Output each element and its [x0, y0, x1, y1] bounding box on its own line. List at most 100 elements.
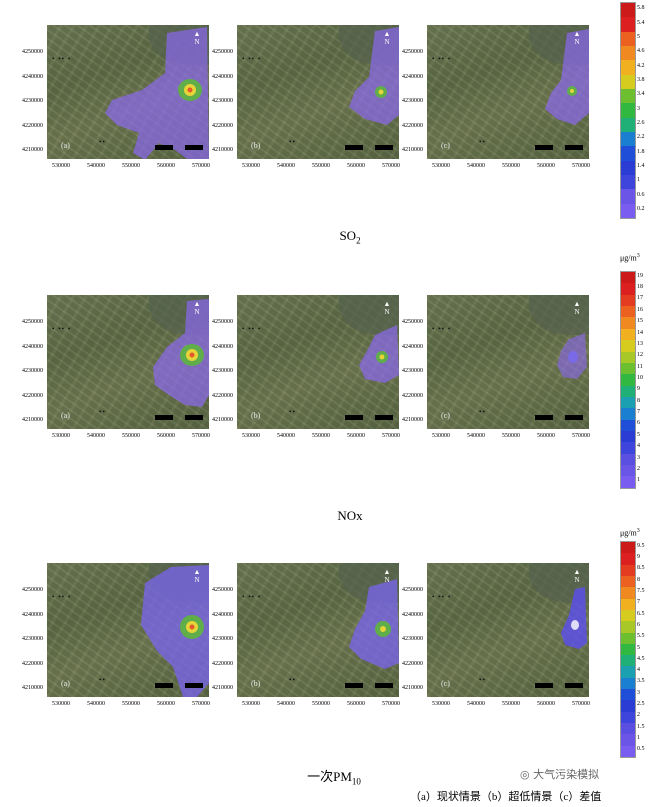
x-tick-label: 570000: [572, 433, 590, 439]
y-tick-label: 4240000: [212, 73, 233, 80]
y-tick-label: 4220000: [22, 660, 43, 667]
legend-swatch: [621, 160, 635, 175]
legend-label: 2: [637, 465, 640, 472]
legend-swatch: [621, 174, 635, 190]
scale-bar: [375, 683, 393, 688]
legend-label: 4: [637, 443, 640, 450]
legend-swatch: [621, 632, 635, 644]
legend-label: 2.5: [637, 701, 645, 708]
legend-swatch: [621, 117, 635, 132]
x-tick-label: 570000: [572, 701, 590, 707]
x-tick-label: 560000: [157, 163, 175, 169]
legend-label: 12: [637, 352, 643, 359]
legend-swatch: [621, 745, 635, 757]
x-tick-label: 570000: [192, 701, 210, 707]
legend-label: 7: [637, 409, 640, 416]
scale-bar: [185, 683, 203, 688]
legend-swatch: [621, 385, 635, 397]
color-bar-legend: [620, 271, 636, 489]
scale-bar: [155, 683, 173, 688]
scale-bar: [535, 683, 553, 688]
x-tick-label: 560000: [347, 433, 365, 439]
x-tick-label: 570000: [192, 163, 210, 169]
legend-label: 3: [637, 689, 640, 696]
site-markers: ••: [479, 676, 486, 684]
site-markers: • •• •: [52, 593, 72, 601]
legend-swatch: [621, 146, 635, 161]
scale-bar: [375, 415, 393, 420]
site-markers: ••: [99, 676, 106, 684]
x-tick-label: 530000: [242, 163, 260, 169]
legend-label: 9.5: [637, 542, 645, 549]
north-arrow-icon: ▲ N: [193, 30, 201, 46]
x-tick-label: 550000: [312, 701, 330, 707]
x-tick-label: 540000: [467, 433, 485, 439]
x-tick-label: 540000: [277, 163, 295, 169]
site-markers: • •• •: [432, 325, 452, 333]
y-tick-label: 4230000: [212, 98, 233, 104]
legend-label: 18: [637, 284, 643, 291]
y-tick-label: 4250000: [402, 587, 423, 593]
wechat-icon: ◎: [520, 768, 530, 781]
y-tick-label: 4240000: [402, 611, 423, 618]
x-tick-label: 530000: [242, 701, 260, 707]
site-markers: • •• •: [432, 55, 452, 63]
legend-label: 1.4: [637, 162, 645, 169]
y-tick-label: 4220000: [402, 660, 423, 667]
legend-label: 19: [637, 272, 643, 279]
dispersion-plume: [349, 27, 399, 125]
legend-swatch: [621, 575, 635, 588]
x-tick-label: 530000: [52, 433, 70, 439]
caption-nox: NOx: [337, 508, 363, 523]
legend-swatch: [621, 362, 635, 375]
legend-label: 0.5: [637, 746, 645, 753]
map-panel: ▲ N • •• • •• (c): [427, 295, 589, 429]
y-tick-label: 4210000: [402, 417, 423, 423]
north-arrow-icon: ▲ N: [193, 568, 201, 584]
legend-label: 1: [637, 177, 640, 184]
x-tick-label: 530000: [432, 163, 450, 169]
y-tick-label: 4240000: [22, 611, 43, 618]
site-markers: ••: [289, 676, 296, 684]
north-arrow-icon: ▲ N: [193, 300, 201, 316]
north-arrow-icon: ▲ N: [383, 30, 391, 46]
north-arrow-icon: ▲ N: [383, 300, 391, 316]
x-tick-label: 560000: [537, 163, 555, 169]
dispersion-plume: [141, 565, 209, 697]
scale-bar: [535, 415, 553, 420]
x-tick-label: 530000: [432, 701, 450, 707]
dispersion-plume: [557, 333, 587, 379]
site-markers: • •• •: [242, 325, 262, 333]
legend-label: 9: [637, 553, 640, 560]
x-tick-label: 550000: [502, 701, 520, 707]
x-tick-label: 550000: [502, 433, 520, 439]
y-tick-label: 4210000: [22, 147, 43, 153]
color-bar-legend: [620, 2, 636, 219]
x-tick-label: 570000: [192, 433, 210, 439]
legend-label: 4: [637, 667, 640, 674]
y-tick-label: 4250000: [212, 49, 233, 55]
legend-swatch: [621, 609, 635, 622]
panel-label: (b): [251, 141, 261, 150]
legend-label: 17: [637, 295, 643, 302]
legend-swatch: [621, 317, 635, 329]
panel-label: (a): [61, 679, 70, 688]
legend-swatch: [621, 3, 635, 18]
x-tick-label: 540000: [467, 163, 485, 169]
dispersion-plume: [153, 299, 209, 407]
site-markers: ••: [289, 138, 296, 146]
x-tick-label: 550000: [122, 163, 140, 169]
caption-pm10: 一次PM10: [307, 769, 361, 787]
site-markers: ••: [479, 408, 486, 416]
site-markers: • •• •: [242, 55, 262, 63]
legend-swatch: [621, 643, 635, 656]
scale-bar: [185, 145, 203, 150]
legend-swatch: [621, 203, 635, 218]
scale-bar: [375, 145, 393, 150]
y-tick-label: 4230000: [402, 368, 423, 374]
x-tick-label: 530000: [242, 433, 260, 439]
site-markers: ••: [99, 138, 106, 146]
y-tick-label: 4230000: [212, 368, 233, 374]
legend-swatch: [621, 272, 635, 284]
legend-swatch: [621, 700, 635, 712]
